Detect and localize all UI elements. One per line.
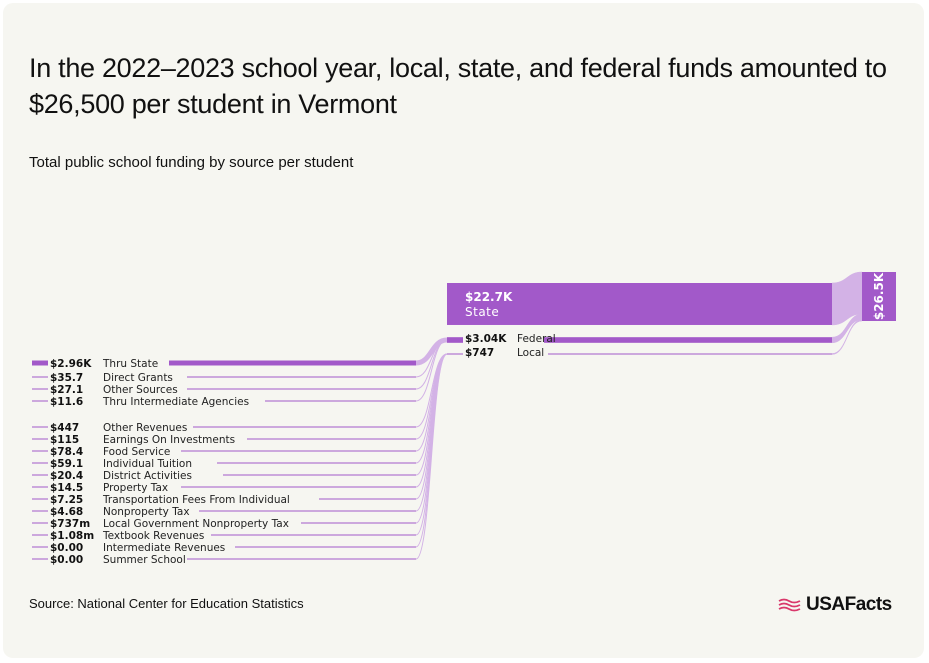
chart-subtitle: Total public school funding by source pe…: [29, 154, 354, 171]
local-source-line: [217, 462, 416, 464]
local-source-tick: [32, 558, 48, 560]
local-source-tick: [32, 474, 48, 476]
local-source-name: Earnings On Investments: [103, 434, 235, 446]
local-source-value: $0.00: [50, 542, 83, 554]
local-source-line: [187, 558, 416, 560]
local-source-line: [235, 546, 416, 548]
local-source-value: $14.5: [50, 482, 83, 494]
local-source-value: $0.00: [50, 554, 83, 566]
local-source-value: $115: [50, 434, 79, 446]
local-source-name: Transportation Fees From Individual: [102, 494, 290, 506]
flow-local-source: [415, 353, 448, 524]
flow-local-source: [415, 353, 448, 560]
logo-text: USAFacts: [806, 594, 892, 615]
local-source-line: [181, 486, 416, 488]
local-value-label: $747: [465, 347, 494, 359]
state-name-label: State: [465, 305, 499, 319]
source-note: Source: National Center for Education St…: [29, 596, 304, 611]
local-source-value: $447: [50, 422, 79, 434]
local-source-value: $59.1: [50, 458, 83, 470]
local-source-name: Textbook Revenues: [102, 530, 204, 542]
local-source-name: Local Government Nonproperty Tax: [103, 518, 289, 530]
federal-source-name: Thru State: [102, 358, 158, 370]
federal-source-tick: [32, 388, 48, 390]
federal-source-tick: [32, 400, 48, 402]
local-source-line: [247, 438, 416, 440]
local-source-name: Nonproperty Tax: [103, 506, 190, 518]
local-source-name: Food Service: [103, 446, 170, 458]
chart-card: [3, 3, 924, 658]
state-value-label: $22.7K: [465, 290, 513, 304]
local-source-tick: [32, 462, 48, 464]
local-source-line: [199, 510, 416, 512]
local-source-name: Intermediate Revenues: [103, 542, 225, 554]
local-source-value: $737m: [50, 518, 90, 530]
flag-icon: [778, 598, 801, 612]
local-source-tick: [32, 450, 48, 452]
federal-source-line: [187, 376, 416, 378]
federal-bar: [544, 337, 832, 343]
local-source-line: [181, 450, 416, 452]
local-source-name: Property Tax: [103, 482, 168, 494]
local-bar: [548, 353, 832, 355]
total-label: $26.5K: [872, 272, 886, 320]
federal-value-label: $3.04K: [465, 333, 507, 345]
local-source-tick: [32, 534, 48, 536]
federal-source-value: $35.7: [50, 372, 83, 384]
federal-source-line: [265, 400, 416, 402]
federal-node: [447, 337, 463, 343]
federal-source-value: $27.1: [50, 384, 83, 396]
local-source-value: $4.68: [50, 506, 83, 518]
flow-local-source: [415, 353, 448, 512]
local-source-tick: [32, 438, 48, 440]
total-node: [862, 272, 896, 321]
federal-source-value: $11.6: [50, 396, 83, 408]
federal-source-tick: [32, 360, 48, 366]
local-source-name: Individual Tuition: [103, 458, 192, 470]
local-node: [447, 353, 463, 355]
local-source-value: $7.25: [50, 494, 83, 506]
local-source-tick: [32, 426, 48, 428]
federal-source-tick: [32, 376, 48, 378]
federal-source-value: $2.96K: [50, 358, 92, 370]
usafacts-logo: USAFacts: [778, 592, 892, 618]
local-source-tick: [32, 546, 48, 548]
federal-source-name: Other Sources: [103, 384, 178, 396]
local-source-value: $1.08m: [50, 530, 94, 542]
state-bar: [447, 283, 832, 325]
federal-source-name: Thru Intermediate Agencies: [102, 396, 249, 408]
federal-source-line: [187, 388, 416, 390]
local-source-tick: [32, 486, 48, 488]
federal-source-line: [169, 360, 416, 366]
local-source-value: $20.4: [50, 470, 83, 482]
local-source-line: [301, 522, 416, 524]
local-source-name: Summer School: [103, 554, 186, 566]
local-source-value: $78.4: [50, 446, 83, 458]
federal-source-name: Direct Grants: [103, 372, 173, 384]
local-name-label: Local: [517, 347, 544, 359]
local-source-tick: [32, 522, 48, 524]
local-source-line: [319, 498, 416, 500]
local-source-name: District Activities: [103, 470, 192, 482]
chart-title: In the 2022–2023 school year, local, sta…: [29, 53, 887, 119]
local-source-line: [193, 426, 416, 428]
flow-local-source: [415, 353, 448, 488]
local-source-line: [223, 474, 416, 476]
local-source-name: Other Revenues: [103, 422, 187, 434]
local-source-tick: [32, 498, 48, 500]
flow-federal-source: [415, 339, 448, 402]
local-source-line: [211, 534, 416, 536]
local-source-tick: [32, 510, 48, 512]
federal-name-label: Federal: [517, 333, 556, 345]
